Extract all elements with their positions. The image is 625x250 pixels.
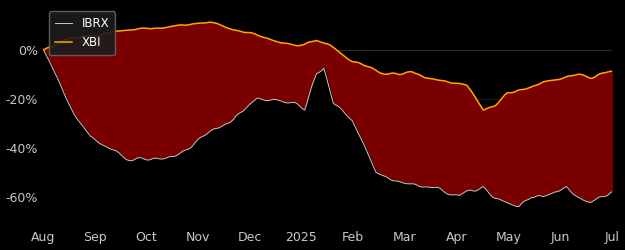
XBI	[39, 49, 46, 52]
Line: IBRX: IBRX	[42, 48, 612, 206]
IBRX	[570, 193, 578, 196]
IBRX	[63, 98, 71, 101]
XBI	[129, 28, 137, 31]
IBRX	[39, 47, 46, 50]
XBI	[77, 36, 84, 38]
IBRX	[232, 115, 239, 118]
XBI	[572, 73, 580, 76]
XBI	[234, 29, 242, 32]
Line: XBI: XBI	[42, 22, 612, 110]
XBI	[608, 70, 616, 73]
IBRX	[415, 185, 422, 188]
XBI	[206, 21, 213, 24]
IBRX	[608, 190, 616, 193]
XBI	[63, 38, 71, 41]
XBI	[479, 109, 487, 112]
IBRX	[516, 205, 523, 208]
Legend: IBRX, XBI: IBRX, XBI	[49, 12, 115, 55]
IBRX	[129, 159, 137, 162]
XBI	[418, 74, 425, 77]
IBRX	[77, 122, 84, 125]
